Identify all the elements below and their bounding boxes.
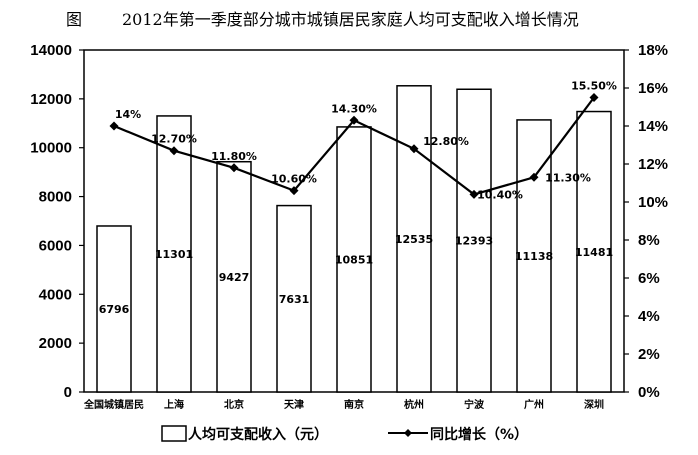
left-axis-tick-label: 8000	[39, 189, 72, 206]
right-axis-tick-label: 12%	[638, 156, 668, 173]
right-axis-tick-label: 8%	[638, 232, 660, 249]
left-axis-tick-label: 10000	[30, 140, 72, 157]
category-label: 杭州	[404, 398, 424, 411]
line-point-marker	[109, 121, 119, 131]
left-axis-tick-label: 4000	[39, 286, 72, 303]
bar	[156, 115, 192, 393]
legend: 人均可支配收入（元） 同比增长（%）	[161, 425, 528, 443]
right-axis: 0% 2% 4% 6% 8% 10% 12% 14% 16% 18%	[624, 42, 668, 401]
line-point-marker	[169, 146, 179, 156]
line-point-label: 11.80%	[211, 150, 257, 163]
bar	[336, 126, 372, 393]
line-point-label: 15.50%	[571, 80, 617, 93]
bar-value-label: 12535	[395, 233, 433, 246]
bar-value-label: 12393	[455, 235, 493, 248]
line-point-marker	[409, 144, 419, 154]
category-label: 全国城镇居民	[83, 398, 144, 411]
line-point-label: 12.80%	[423, 135, 469, 148]
bar	[276, 204, 312, 393]
line-point-marker	[349, 115, 359, 125]
right-axis-tick-label: 0%	[638, 384, 660, 401]
category-label: 天津	[284, 398, 304, 411]
line-point-marker	[469, 189, 479, 199]
bar	[576, 110, 612, 393]
bar-series: 6796 11301 9427 7631 10851 12535 12393 11138 114…	[96, 85, 613, 393]
bar-value-label: 11138	[515, 250, 553, 263]
category-label: 上海	[164, 398, 184, 411]
category-label: 深圳	[584, 398, 604, 411]
line-point-marker	[289, 186, 299, 196]
left-axis-tick-label: 6000	[39, 237, 72, 254]
bar-value-label: 7631	[279, 293, 310, 306]
line-point-label: 14.30%	[331, 102, 377, 115]
bar	[516, 119, 552, 393]
right-axis-tick-label: 16%	[638, 80, 668, 97]
bar-value-label: 9427	[219, 271, 250, 284]
left-axis-tick-label: 14000	[30, 42, 72, 59]
left-axis-tick-label: 12000	[30, 91, 72, 108]
line-point-label: 10.60%	[271, 173, 317, 186]
category-label: 南京	[344, 398, 364, 411]
left-axis-tick-label: 2000	[39, 335, 72, 352]
bar-value-label: 10851	[335, 253, 373, 266]
chart-title: 2012年第一季度部分城市城镇居民家庭人均可支配收入增长情况	[122, 10, 579, 29]
left-axis: 0 2000 4000 6000 8000 10000 12000 14000	[30, 42, 84, 401]
chart-title-row: 图 2012年第一季度部分城市城镇居民家庭人均可支配收入增长情况	[0, 6, 698, 30]
bar	[396, 85, 432, 393]
category-label: 广州	[524, 398, 544, 411]
legend-line-marker	[404, 429, 412, 437]
line-point-label: 10.40%	[477, 188, 523, 201]
right-axis-tick-label: 14%	[638, 118, 668, 135]
legend-line-label: 同比增长（%）	[430, 426, 528, 443]
bar-value-label: 6796	[99, 303, 130, 316]
figure-label: 图	[66, 10, 83, 29]
left-axis-tick-label: 0	[64, 384, 72, 401]
category-axis: 全国城镇居民 上海 北京 天津 南京 杭州 宁波 广州 深圳	[83, 398, 604, 411]
bar	[456, 88, 492, 393]
category-label: 宁波	[464, 398, 485, 411]
line-point-label: 14%	[115, 108, 141, 121]
bar-value-label: 11301	[155, 248, 193, 261]
right-axis-tick-label: 6%	[638, 270, 660, 287]
bar	[216, 160, 252, 393]
bar	[96, 225, 132, 393]
line-series: 14% 12.70% 11.80% 10.60% 14.30% 12.80% 10.40% 1…	[109, 80, 617, 201]
line-point-label: 11.30%	[545, 171, 591, 184]
right-axis-tick-label: 18%	[638, 42, 668, 59]
bar-value-label: 11481	[575, 246, 613, 259]
line-point-marker	[589, 93, 599, 102]
right-axis-tick-label: 10%	[638, 194, 668, 211]
line-point-marker	[229, 163, 239, 173]
line-point-label: 12.70%	[151, 133, 197, 146]
right-axis-tick-label: 2%	[638, 346, 660, 363]
line-point-marker	[529, 172, 539, 182]
legend-bar-label: 人均可支配收入（元）	[188, 426, 328, 443]
legend-bar-swatch	[161, 425, 187, 442]
right-axis-tick-label: 4%	[638, 308, 660, 325]
category-label: 北京	[224, 398, 244, 411]
